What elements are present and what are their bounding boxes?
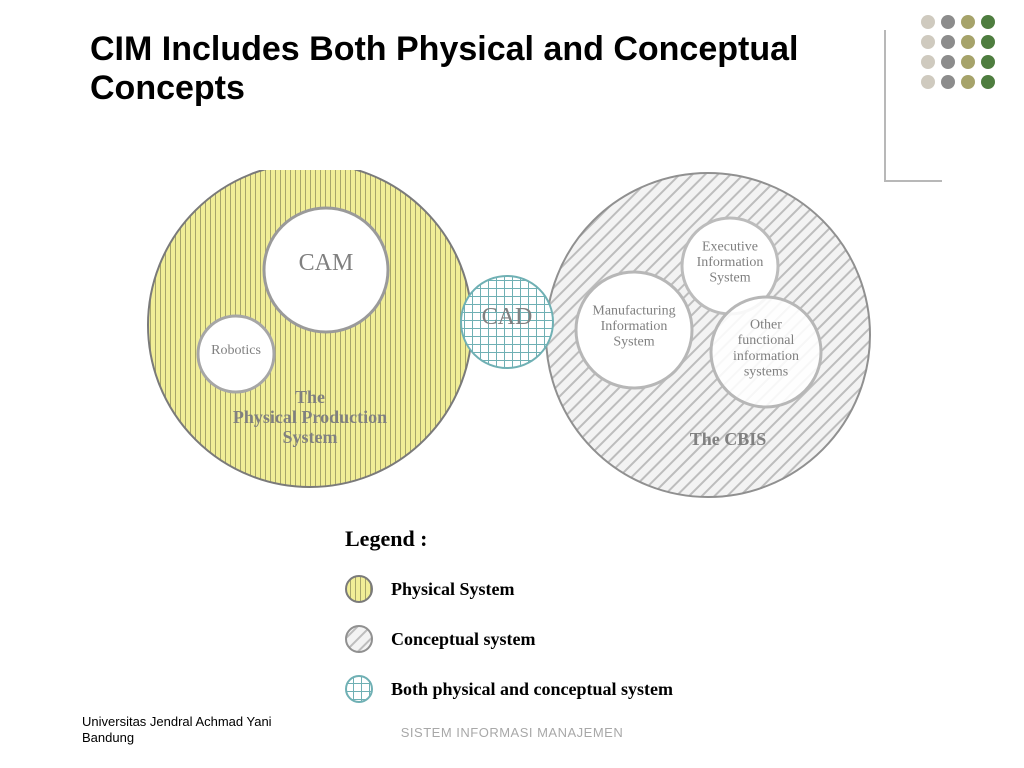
svg-text:Robotics: Robotics <box>211 343 261 358</box>
legend-swatch <box>345 575 373 603</box>
slide-title: CIM Includes Both Physical and Conceptua… <box>90 30 910 108</box>
venn-diagram: CAMRoboticsExecutiveInformationSystemOth… <box>0 170 1024 510</box>
legend-title: Legend : <box>345 526 673 552</box>
title-divider-v <box>884 30 886 180</box>
legend-item: Physical System <box>345 564 673 614</box>
legend: Legend : Physical System Conceptual syste… <box>345 526 673 714</box>
legend-item: Conceptual system <box>345 614 673 664</box>
legend-item: Both physical and conceptual system <box>345 664 673 714</box>
svg-text:CAD: CAD <box>482 304 533 330</box>
decorative-dots <box>920 14 1010 104</box>
legend-label: Both physical and conceptual system <box>391 679 673 700</box>
legend-label: Conceptual system <box>391 629 536 650</box>
legend-swatch <box>345 625 373 653</box>
svg-text:CAM: CAM <box>299 250 354 276</box>
legend-swatch <box>345 675 373 703</box>
svg-text:The CBIS: The CBIS <box>690 429 767 449</box>
legend-label: Physical System <box>391 579 515 600</box>
footer-center: SISTEM INFORMASI MANAJEMEN <box>0 725 1024 740</box>
